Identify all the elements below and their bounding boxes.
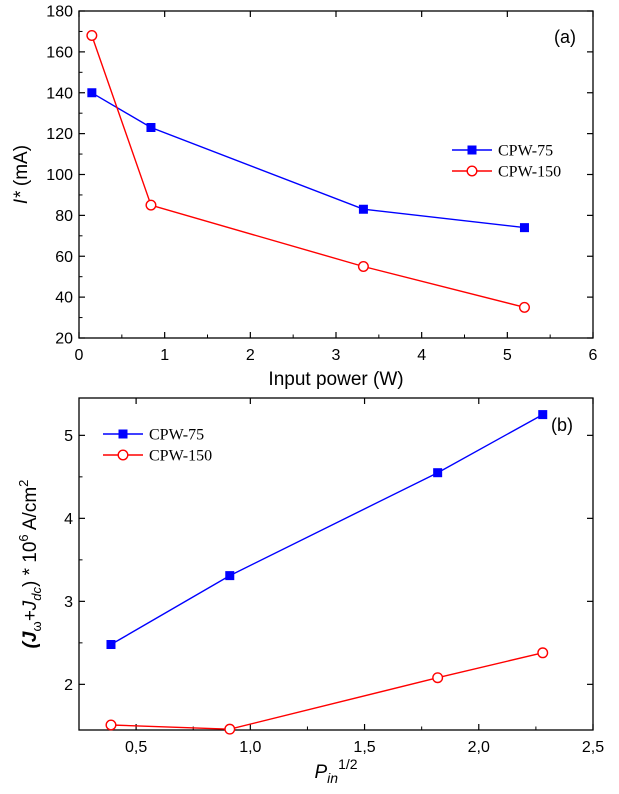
data-point <box>432 672 444 684</box>
legend-label: CPW-150 <box>149 448 212 465</box>
x-tick-label: 0 <box>75 347 84 364</box>
x-tick-label: 2 <box>246 347 255 364</box>
data-point <box>145 199 157 211</box>
data-point <box>86 30 98 42</box>
series-cpw-150 <box>86 30 530 313</box>
legend-label: CPW-75 <box>498 143 553 160</box>
data-point <box>538 410 548 420</box>
legend-label: CPW-150 <box>498 164 561 181</box>
legend-marker <box>117 449 129 461</box>
x-axis-label: Pin1/2 <box>314 756 357 786</box>
x-tick-label: 2,5 <box>582 739 604 756</box>
x-tick-label: 1,5 <box>353 739 375 756</box>
y-tick-label: 180 <box>46 4 73 21</box>
series-cpw-75 <box>106 410 548 650</box>
legend-entry: CPW-150 <box>103 448 212 465</box>
data-point <box>224 723 236 735</box>
legend-entry: CPW-75 <box>103 427 204 444</box>
data-point <box>225 571 235 581</box>
panel-label: (a) <box>554 27 576 47</box>
data-point <box>537 647 549 659</box>
y-tick-label: 3 <box>64 594 73 611</box>
data-point <box>146 122 156 132</box>
y-axis-label: (Jω+Jdc) * 106 A/cm2 <box>16 480 44 649</box>
series-line <box>91 92 525 229</box>
panel-label: (b) <box>551 415 573 435</box>
series-line <box>110 413 544 646</box>
x-tick-label: 1,0 <box>239 739 261 756</box>
series-cpw-75 <box>87 88 529 233</box>
data-point <box>519 223 529 233</box>
legend-marker <box>467 145 477 155</box>
x-tick-label: 4 <box>417 347 426 364</box>
legend-label: CPW-75 <box>149 427 204 444</box>
plot-frame <box>78 397 594 731</box>
panel-b: 0,5 1,0 1,5 2,0 2,5 2 3 4 5 CPW-75 CPW-150 (b) Pin1/… <box>16 397 604 786</box>
data-point <box>87 88 97 98</box>
y-tick-label: 120 <box>46 126 73 143</box>
data-point <box>433 468 443 478</box>
legend-entry: CPW-75 <box>452 143 553 160</box>
x-tick-label: 0,5 <box>125 739 147 756</box>
data-point <box>357 260 369 272</box>
x-tick-label: 3 <box>332 347 341 364</box>
data-point <box>358 204 368 214</box>
data-point <box>106 640 116 650</box>
x-tick-label: 5 <box>503 347 512 364</box>
y-tick-label: 4 <box>64 511 73 528</box>
y-tick-label: 60 <box>55 249 73 266</box>
y-tick-label: 5 <box>64 428 73 445</box>
y-tick-label: 100 <box>46 167 73 184</box>
panel-a: 0 1 2 3 4 5 6 20 40 60 80 100 120 140 160 180 CPW-75 CPW-… <box>11 4 598 391</box>
x-tick-label: 1 <box>160 347 169 364</box>
legend-entry: CPW-150 <box>452 164 561 181</box>
data-point <box>105 719 117 731</box>
y-tick-label: 2 <box>64 677 73 694</box>
data-point <box>518 301 530 313</box>
x-axis-label: Input power (W) <box>268 369 403 390</box>
x-tick-label: 2,0 <box>468 739 490 756</box>
y-tick-label: 80 <box>55 208 73 225</box>
y-tick-label: 20 <box>55 331 73 348</box>
series-line <box>91 35 525 308</box>
y-tick-label: 40 <box>55 290 73 307</box>
y-axis-label: I* (mA) <box>11 145 32 204</box>
legend-marker <box>466 165 478 177</box>
x-tick-label: 6 <box>589 347 598 364</box>
y-tick-label: 160 <box>46 44 73 61</box>
series-cpw-150 <box>105 647 549 735</box>
series-line <box>110 652 543 730</box>
legend-marker <box>118 429 128 439</box>
y-tick-label: 140 <box>46 85 73 102</box>
